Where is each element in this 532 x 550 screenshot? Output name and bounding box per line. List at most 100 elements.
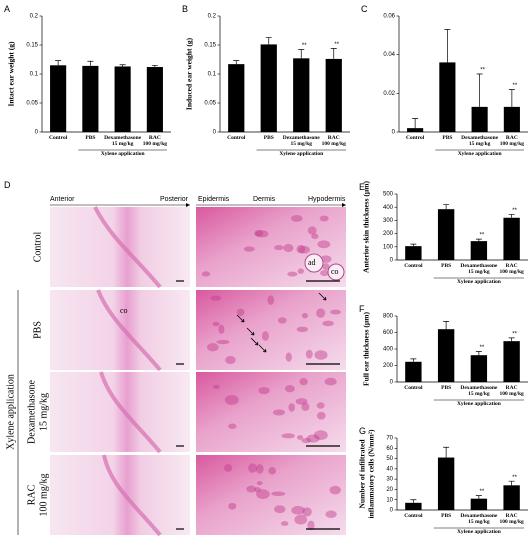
- bar: [437, 457, 455, 510]
- error-bar: [330, 48, 337, 59]
- y-tick-label: 0.05: [26, 101, 38, 107]
- cell: [236, 308, 245, 316]
- cell: [325, 510, 337, 518]
- error-bar: [443, 321, 450, 330]
- header-label: Epidermis: [198, 196, 230, 203]
- error-bar: [87, 60, 94, 66]
- bar: [503, 106, 520, 132]
- error-bar: [476, 73, 483, 107]
- x-tick-label: Control: [404, 263, 423, 269]
- group-label: Xylene application: [100, 151, 145, 157]
- cell: [301, 437, 312, 444]
- cell: [296, 326, 309, 333]
- cell: [302, 507, 312, 517]
- y-tick-label: 0.04: [383, 52, 395, 58]
- cell: [218, 324, 225, 335]
- error-bar: [410, 243, 417, 247]
- cell: [307, 226, 317, 235]
- error-bar: [412, 118, 419, 129]
- cell: [316, 402, 325, 409]
- cell: [228, 423, 237, 429]
- bar: [405, 361, 422, 382]
- panel-label: D: [4, 180, 11, 190]
- significance-label: **: [334, 42, 339, 48]
- bar: [407, 128, 424, 132]
- significance-label: **: [512, 331, 517, 337]
- bar: [439, 62, 456, 132]
- arrow-head: [342, 203, 346, 207]
- histology-image: [196, 372, 346, 452]
- cell: [291, 505, 305, 515]
- x-tick-label: Dexamethasone 15 mg/kg: [460, 513, 498, 526]
- cell: [322, 263, 330, 271]
- y-tick-label: 0.1: [208, 72, 217, 78]
- error-bar: [55, 60, 62, 66]
- y-tick-label: 0: [390, 380, 394, 386]
- y-tick-label: 50: [386, 456, 393, 462]
- significance-label: **: [480, 68, 485, 74]
- x-tick-label: Dexamethasone 15 mg/kg: [104, 135, 142, 148]
- panel-label: F: [359, 304, 365, 314]
- group-label: Xylene application: [456, 529, 501, 535]
- x-tick-label: RAC 100 mg/kg: [499, 135, 525, 148]
- cell: [316, 308, 326, 318]
- cell: [258, 387, 270, 395]
- significance-label: **: [480, 489, 485, 495]
- cell: [256, 489, 270, 500]
- x-tick-label: PBS: [263, 135, 274, 141]
- y-axis-label: Anterior skin thickness (µm): [361, 181, 371, 273]
- error-bar: [444, 29, 451, 63]
- significance-label: **: [480, 345, 485, 351]
- error-bar: [475, 495, 482, 499]
- cell: [213, 384, 220, 389]
- bar: [470, 498, 488, 510]
- y-tick-label: 200: [383, 363, 394, 369]
- bar: [503, 485, 520, 510]
- error-bar: [508, 337, 515, 342]
- cell: [228, 502, 237, 510]
- tissue-edge: [102, 454, 162, 537]
- group-label: Xylene application: [279, 151, 324, 157]
- group-label: Xylene application: [5, 374, 17, 450]
- cell: [329, 485, 341, 495]
- y-axis-label: Full ear thickness (µm): [361, 312, 371, 386]
- y-axis-label: Number of infiltrated inflammatory cells…: [357, 429, 375, 519]
- bar: [503, 341, 520, 382]
- cell: [254, 486, 261, 493]
- cell: [288, 403, 296, 412]
- tissue-edge: [99, 371, 162, 454]
- cell: [210, 295, 222, 301]
- histology-image: [50, 207, 190, 287]
- cell: [305, 349, 313, 359]
- cell: [243, 246, 255, 252]
- adipocyte: [327, 263, 345, 281]
- cell: [212, 321, 220, 327]
- y-tick-label: 200: [383, 231, 394, 237]
- bar: [471, 106, 488, 132]
- tissue-edge: [93, 206, 162, 289]
- histology-image: [50, 372, 190, 452]
- annotation-arrow: [246, 327, 255, 336]
- x-tick-label: Control: [404, 513, 423, 519]
- cell: [307, 520, 315, 531]
- row-label: Control: [32, 231, 44, 263]
- header-label: Hypodermis: [308, 196, 346, 203]
- cell: [297, 268, 305, 275]
- cell: [287, 271, 298, 277]
- cell: [301, 312, 308, 319]
- y-tick-label: 0.06: [383, 14, 395, 20]
- row-label: PBS: [32, 321, 44, 339]
- cell: [317, 240, 331, 249]
- row-label: RAC 100 mg/kg: [26, 473, 50, 517]
- cell: [296, 244, 306, 254]
- y-tick-label: 0: [35, 130, 39, 136]
- x-tick-label: PBS: [85, 135, 96, 141]
- bar: [293, 58, 310, 133]
- x-tick-label: Dexamethasone 15 mg/kg: [282, 135, 320, 148]
- bar: [260, 44, 277, 132]
- arrow-head: [186, 203, 190, 207]
- error-bar: [443, 204, 450, 210]
- x-tick-label: PBS: [441, 263, 452, 269]
- adipocyte: [304, 253, 324, 273]
- x-tick-label: Control: [49, 135, 68, 141]
